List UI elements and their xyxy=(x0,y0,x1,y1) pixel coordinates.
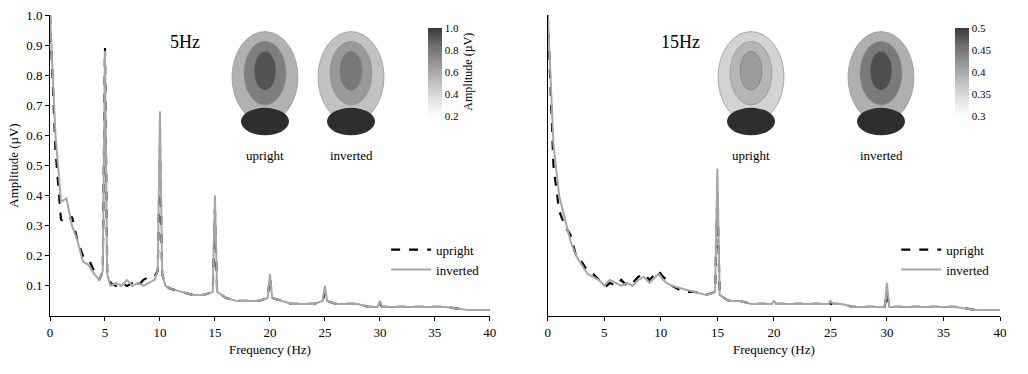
svg-text:35: 35 xyxy=(428,325,441,340)
svg-text:1.0: 1.0 xyxy=(26,8,42,23)
svg-text:upright: upright xyxy=(436,243,474,258)
svg-text:upright: upright xyxy=(946,243,984,258)
svg-text:inverted: inverted xyxy=(860,148,903,163)
svg-text:20: 20 xyxy=(767,325,780,340)
svg-text:Frequency (Hz): Frequency (Hz) xyxy=(733,342,815,357)
svg-text:0.9: 0.9 xyxy=(26,38,42,53)
svg-text:0.4: 0.4 xyxy=(26,188,43,203)
svg-text:5: 5 xyxy=(601,325,608,340)
svg-text:40: 40 xyxy=(994,325,1007,340)
svg-text:0.45: 0.45 xyxy=(972,44,992,56)
svg-text:0.1: 0.1 xyxy=(26,278,42,293)
svg-text:0.2: 0.2 xyxy=(26,248,42,263)
svg-text:0: 0 xyxy=(545,325,552,340)
svg-text:0.4: 0.4 xyxy=(445,88,459,100)
svg-text:20: 20 xyxy=(263,325,276,340)
svg-text:inverted: inverted xyxy=(946,263,989,278)
svg-text:0.5: 0.5 xyxy=(972,22,986,34)
svg-text:0.6: 0.6 xyxy=(445,66,459,78)
svg-text:0: 0 xyxy=(47,325,54,340)
svg-text:0.7: 0.7 xyxy=(26,98,43,113)
svg-text:25: 25 xyxy=(318,325,331,340)
svg-text:15: 15 xyxy=(711,325,724,340)
svg-text:0.8: 0.8 xyxy=(445,44,459,56)
svg-text:1.0: 1.0 xyxy=(445,22,459,34)
svg-text:Amplitude (µV): Amplitude (µV) xyxy=(461,33,475,111)
svg-text:Amplitude (µV): Amplitude (µV) xyxy=(6,123,21,207)
svg-text:0.4: 0.4 xyxy=(972,66,986,78)
svg-text:35: 35 xyxy=(937,325,950,340)
svg-text:15Hz: 15Hz xyxy=(661,32,700,52)
svg-text:25: 25 xyxy=(824,325,837,340)
svg-text:40: 40 xyxy=(483,325,496,340)
svg-text:upright: upright xyxy=(246,148,284,163)
svg-text:0.5: 0.5 xyxy=(26,158,42,173)
svg-text:0.8: 0.8 xyxy=(26,68,42,83)
svg-text:0.3: 0.3 xyxy=(972,110,986,122)
svg-text:upright: upright xyxy=(732,148,770,163)
svg-text:0.35: 0.35 xyxy=(972,88,992,100)
svg-text:10: 10 xyxy=(654,325,667,340)
svg-text:10: 10 xyxy=(153,325,166,340)
svg-text:15: 15 xyxy=(208,325,221,340)
svg-text:5: 5 xyxy=(102,325,109,340)
svg-text:30: 30 xyxy=(373,325,386,340)
svg-text:5Hz: 5Hz xyxy=(170,32,200,52)
svg-text:0.6: 0.6 xyxy=(26,128,43,143)
svg-text:0.3: 0.3 xyxy=(26,218,42,233)
svg-text:inverted: inverted xyxy=(436,263,479,278)
svg-text:inverted: inverted xyxy=(330,148,373,163)
svg-text:30: 30 xyxy=(880,325,893,340)
svg-text:Frequency (Hz): Frequency (Hz) xyxy=(229,342,311,357)
svg-text:0.2: 0.2 xyxy=(445,110,459,122)
